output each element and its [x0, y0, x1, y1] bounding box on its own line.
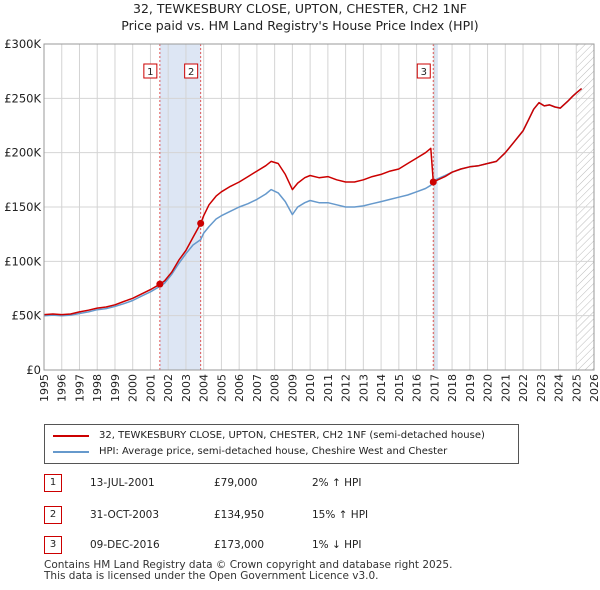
y-tick-label: £50K — [12, 309, 42, 323]
x-tick-label: 2002 — [162, 374, 175, 402]
sale-badge: 2 — [44, 506, 62, 524]
sale-hpi-diff: 1% ↓ HPI — [312, 539, 362, 551]
sale-row: 1 13-JUL-2001 £79,000 2% ↑ HPI — [44, 473, 404, 493]
sale-hpi-diff: 15% ↑ HPI — [312, 509, 369, 521]
x-tick-label: 1996 — [56, 374, 69, 402]
sale-date: 31-OCT-2003 — [90, 509, 159, 521]
sale-price: £79,000 — [214, 477, 258, 489]
x-tick-label: 2008 — [269, 374, 282, 402]
x-tick-label: 2011 — [322, 374, 335, 402]
x-tick-label: 2017 — [428, 374, 441, 402]
x-tick-label: 2024 — [553, 374, 566, 402]
x-tick-label: 2004 — [198, 374, 211, 402]
y-tick-label: £250K — [4, 91, 41, 105]
x-tick-label: 2026 — [588, 374, 600, 402]
legend-label-hpi: HPI: Average price, semi-detached house,… — [99, 446, 448, 457]
sale-label-number: 3 — [421, 67, 427, 78]
x-tick-label: 2006 — [233, 374, 246, 402]
x-tick-label: 2015 — [393, 374, 406, 402]
legend-swatch-hpi — [53, 451, 89, 453]
sale-label-number: 1 — [147, 67, 153, 78]
x-tick-label: 1999 — [109, 374, 122, 402]
sale-row: 3 09-DEC-2016 £173,000 1% ↓ HPI — [44, 535, 404, 555]
x-tick-label: 1995 — [38, 374, 51, 402]
legend: 32, TEWKESBURY CLOSE, UPTON, CHESTER, CH… — [44, 424, 519, 464]
property-price-line — [43, 88, 583, 316]
y-tick-label: £100K — [4, 254, 41, 268]
sale-point — [197, 219, 205, 227]
y-tick-label: £300K — [4, 37, 41, 51]
sale-badge: 1 — [44, 474, 62, 492]
x-tick-label: 2010 — [304, 374, 317, 402]
x-tick-label: 2012 — [340, 374, 353, 402]
sale-row: 2 31-OCT-2003 £134,950 15% ↑ HPI — [44, 505, 404, 525]
sale-point — [429, 178, 437, 186]
sale-label-box — [416, 63, 431, 79]
x-tick-label: 2009 — [286, 374, 299, 402]
sale-hpi-diff: 2% ↑ HPI — [312, 477, 362, 489]
chart-title: 32, TEWKESBURY CLOSE, UPTON, CHESTER, CH… — [133, 1, 467, 16]
y-tick-label: £150K — [4, 200, 41, 214]
x-tick-label: 2025 — [570, 374, 583, 402]
sale-label-box — [184, 63, 199, 79]
chart-subtitle: Price paid vs. HM Land Registry's House … — [121, 18, 479, 33]
x-tick-label: 2022 — [517, 374, 530, 402]
x-tick-label: 2013 — [357, 374, 370, 402]
x-tick-label: 2000 — [127, 374, 140, 402]
x-tick-label: 2014 — [375, 374, 388, 402]
footer-licence: This data is licensed under the Open Gov… — [44, 570, 379, 582]
x-tick-label: 2001 — [144, 374, 157, 402]
y-tick-label: £0 — [26, 363, 41, 377]
x-tick-label: 2020 — [482, 374, 495, 402]
sale-label-number: 2 — [188, 67, 194, 78]
x-tick-label: 2016 — [411, 374, 424, 402]
x-tick-label: 1997 — [73, 374, 86, 402]
sale-price: £173,000 — [214, 539, 265, 551]
sale-label-box — [143, 63, 158, 79]
x-tick-label: 2003 — [180, 374, 193, 402]
plot-frame — [43, 43, 595, 371]
x-tick-label: 2005 — [215, 374, 228, 402]
footer-copyright: Contains HM Land Registry data © Crown c… — [44, 559, 453, 571]
sale-badge: 3 — [44, 536, 62, 554]
sale-price: £134,950 — [214, 509, 265, 521]
y-tick-label: £200K — [4, 146, 41, 160]
sale-point — [156, 280, 164, 288]
price-chart: 1 2 3 £0 £50K £100K £150K £200K £250K £300K 1995 19… — [4, 37, 600, 402]
legend-label-property: 32, TEWKESBURY CLOSE, UPTON, CHESTER, CH… — [99, 430, 485, 441]
x-tick-label: 2021 — [499, 374, 512, 402]
x-tick-label: 1998 — [91, 374, 104, 402]
x-tick-label: 2019 — [464, 374, 477, 402]
sale-date: 13-JUL-2001 — [90, 477, 155, 489]
x-tick-label: 2018 — [446, 374, 459, 402]
sale-date: 09-DEC-2016 — [90, 539, 160, 551]
legend-swatch-property — [53, 435, 89, 437]
x-tick-label: 2007 — [251, 374, 264, 402]
x-tick-label: 2023 — [535, 374, 548, 402]
